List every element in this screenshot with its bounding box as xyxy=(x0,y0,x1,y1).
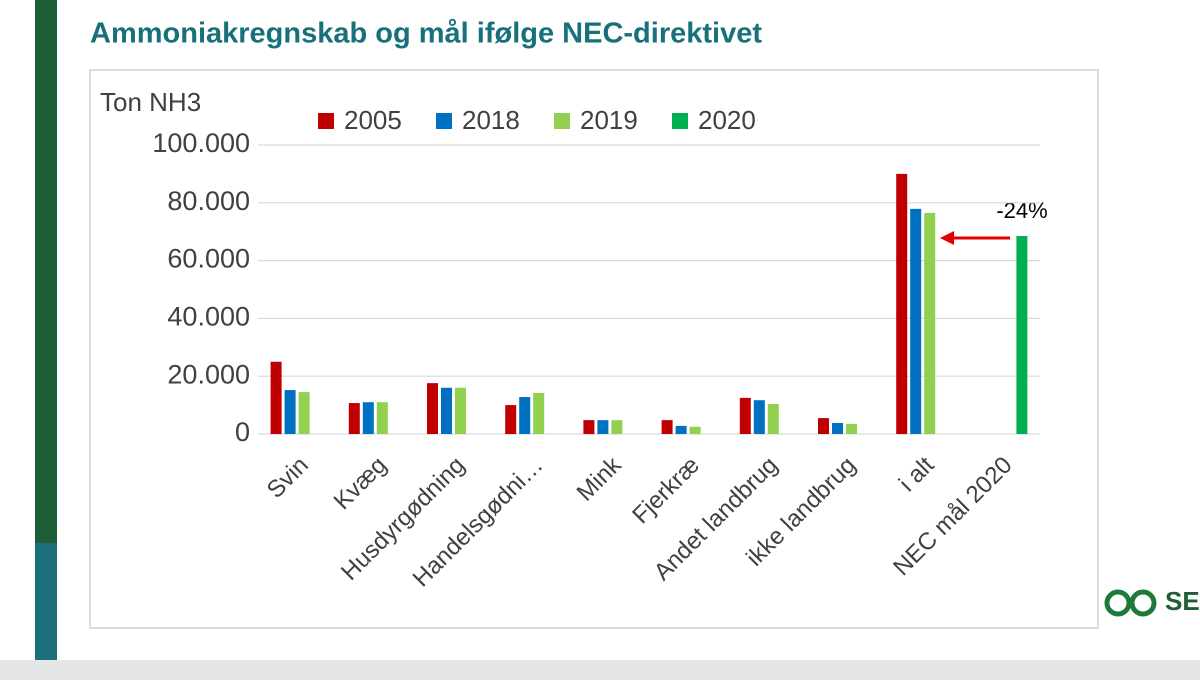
bar xyxy=(427,383,438,434)
annotation: -24% xyxy=(996,198,1047,223)
bar xyxy=(505,405,517,434)
logo-ring xyxy=(1104,589,1132,617)
legend-label: 2005 xyxy=(344,105,402,135)
y-axis-label: Ton NH3 xyxy=(100,87,201,117)
legend-label: 2018 xyxy=(462,105,520,135)
logo-ring xyxy=(1129,589,1157,617)
legend-swatch xyxy=(318,113,334,129)
legend-label: 2019 xyxy=(580,105,638,135)
logo-text: SE xyxy=(1165,586,1200,616)
bar xyxy=(753,400,765,434)
y-tick-label: 20.000 xyxy=(167,359,250,389)
bar xyxy=(533,392,545,434)
y-tick-label: 40.000 xyxy=(167,302,250,332)
bar xyxy=(519,397,531,434)
legend-swatch xyxy=(554,113,570,129)
bar xyxy=(896,173,908,434)
bar xyxy=(846,423,857,434)
bar xyxy=(376,402,388,434)
legend-label: 2020 xyxy=(698,105,756,135)
bar xyxy=(583,420,595,434)
bar xyxy=(675,425,687,434)
arrow-head xyxy=(940,231,954,245)
bar xyxy=(689,426,701,434)
y-tick-label: 0 xyxy=(235,417,250,447)
bar xyxy=(767,403,779,434)
legend-swatch xyxy=(672,113,688,129)
bar xyxy=(661,420,673,434)
bar xyxy=(348,403,360,434)
bar xyxy=(611,420,623,434)
bar xyxy=(1016,236,1028,434)
side-strip xyxy=(35,0,57,543)
bar xyxy=(924,212,936,434)
bar xyxy=(597,420,609,434)
bar xyxy=(298,392,310,434)
bar xyxy=(270,361,282,434)
chart-title: Ammoniakregnskab og mål ifølge NEC-direk… xyxy=(90,18,762,50)
bar xyxy=(362,402,374,434)
bar xyxy=(284,390,296,434)
legend-swatch xyxy=(436,113,452,129)
bar xyxy=(739,397,751,434)
y-tick-label: 100.000 xyxy=(152,128,250,158)
bar xyxy=(910,208,922,434)
side-strip xyxy=(35,543,57,660)
y-tick-label: 60.000 xyxy=(167,244,250,274)
bar xyxy=(818,418,829,434)
bar xyxy=(455,387,466,434)
y-tick-label: 80.000 xyxy=(167,186,250,216)
bar xyxy=(832,423,843,434)
bar xyxy=(441,387,452,434)
